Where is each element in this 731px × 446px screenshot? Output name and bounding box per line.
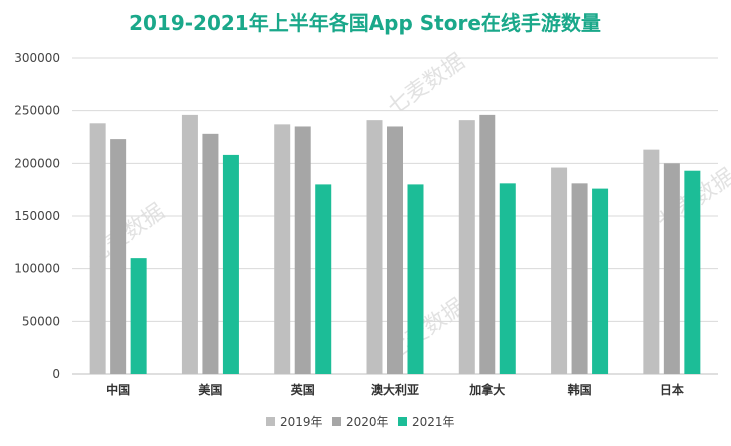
- chart-title: 2019-2021年上半年各国App Store在线手游数量: [129, 11, 601, 35]
- x-tick-label: 美国: [198, 382, 222, 397]
- x-tick-label: 澳大利亚: [371, 382, 419, 397]
- legend-label: 2020年: [346, 415, 389, 429]
- y-tick-label: 100000: [14, 262, 60, 276]
- bar-2019年-韩国: [551, 167, 568, 374]
- legend-label: 2021年: [412, 415, 455, 429]
- x-tick-label: 韩国: [568, 382, 592, 397]
- y-tick-label: 0: [52, 367, 60, 381]
- legend-swatch: [332, 417, 341, 426]
- bar-2019年-美国: [181, 114, 198, 374]
- bar-2019年-日本: [643, 149, 660, 374]
- y-tick-label: 150000: [14, 209, 60, 223]
- x-tick-label: 加拿大: [468, 382, 505, 397]
- x-axis-ticks: 中国 美国 英国 澳大利亚 加拿大 韩国 日本: [106, 382, 684, 397]
- bar-2020年-日本: [663, 163, 680, 374]
- x-tick-label: 日本: [660, 382, 684, 397]
- bar-2021年-英国: [315, 184, 332, 374]
- bar-2020年-英国: [294, 126, 311, 374]
- bar-2021年-美国: [222, 154, 239, 374]
- bar-2021年-加拿大: [499, 183, 516, 374]
- y-tick-label: 50000: [22, 314, 60, 328]
- bar-2019年-英国: [274, 124, 291, 374]
- bar-2021年-韩国: [592, 188, 609, 374]
- x-tick-label: 英国: [291, 382, 315, 397]
- bar-2020年-中国: [110, 139, 127, 374]
- y-tick-label: 250000: [14, 104, 60, 118]
- legend: 2019年 2020年 2021年: [266, 415, 455, 429]
- legend-label: 2019年: [280, 415, 323, 429]
- bar-2021年-中国: [130, 258, 147, 374]
- bar-2021年-日本: [684, 170, 701, 374]
- bar-2021年-澳大利亚: [407, 184, 424, 374]
- legend-swatch: [398, 417, 407, 426]
- bar-2020年-韩国: [571, 183, 588, 374]
- bar-2019年-加拿大: [458, 120, 475, 374]
- y-tick-label: 300000: [14, 51, 60, 65]
- bar-2020年-美国: [202, 133, 219, 374]
- watermark-layer: 七麦数据七麦数据七麦数据七麦数据: [83, 49, 731, 365]
- x-tick-label: 中国: [106, 382, 130, 397]
- legend-swatch: [266, 417, 275, 426]
- bar-2020年-澳大利亚: [387, 126, 403, 374]
- y-axis-ticks: 0 50000 100000 150000 200000 250000 300000: [14, 51, 60, 381]
- watermark-text: 七麦数据: [383, 49, 469, 120]
- bar-2019年-澳大利亚: [366, 120, 383, 374]
- y-tick-label: 200000: [14, 156, 60, 170]
- bars: [89, 114, 701, 374]
- bar-2019年-中国: [89, 123, 106, 374]
- bar-2020年-加拿大: [479, 114, 496, 374]
